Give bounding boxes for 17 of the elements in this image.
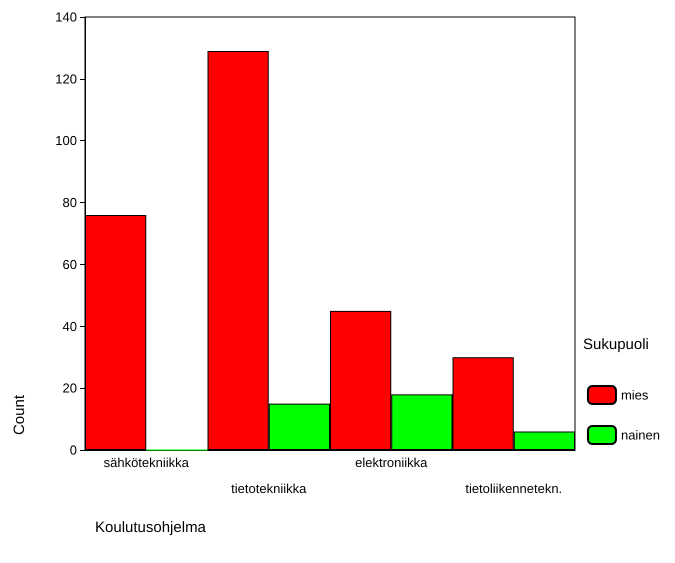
y-tick-label: 60 (62, 256, 77, 272)
y-axis-title: Count (11, 394, 28, 436)
x-tick-label: tietoliikennetekn. (465, 481, 562, 496)
x-tick-label: sähkötekniikka (104, 455, 190, 470)
y-tick-label: 120 (55, 71, 77, 86)
legend-title: Sukupuoli (583, 336, 649, 353)
y-tick-label: 140 (55, 10, 77, 24)
y-tick-label: 0 (70, 442, 77, 458)
x-tick-label: tietotekniikka (231, 481, 308, 496)
y-tick-label: 40 (62, 318, 77, 334)
y-tick-label: 80 (62, 195, 77, 210)
legend-label: nainen (620, 428, 660, 442)
x-axis-title: Koulutusohjelma (95, 519, 207, 536)
x-tick-label: elektroniikka (355, 455, 428, 470)
y-tick-label: 100 (55, 133, 77, 148)
y-tick-label: 20 (62, 380, 77, 396)
legend-label: mies (620, 388, 649, 402)
